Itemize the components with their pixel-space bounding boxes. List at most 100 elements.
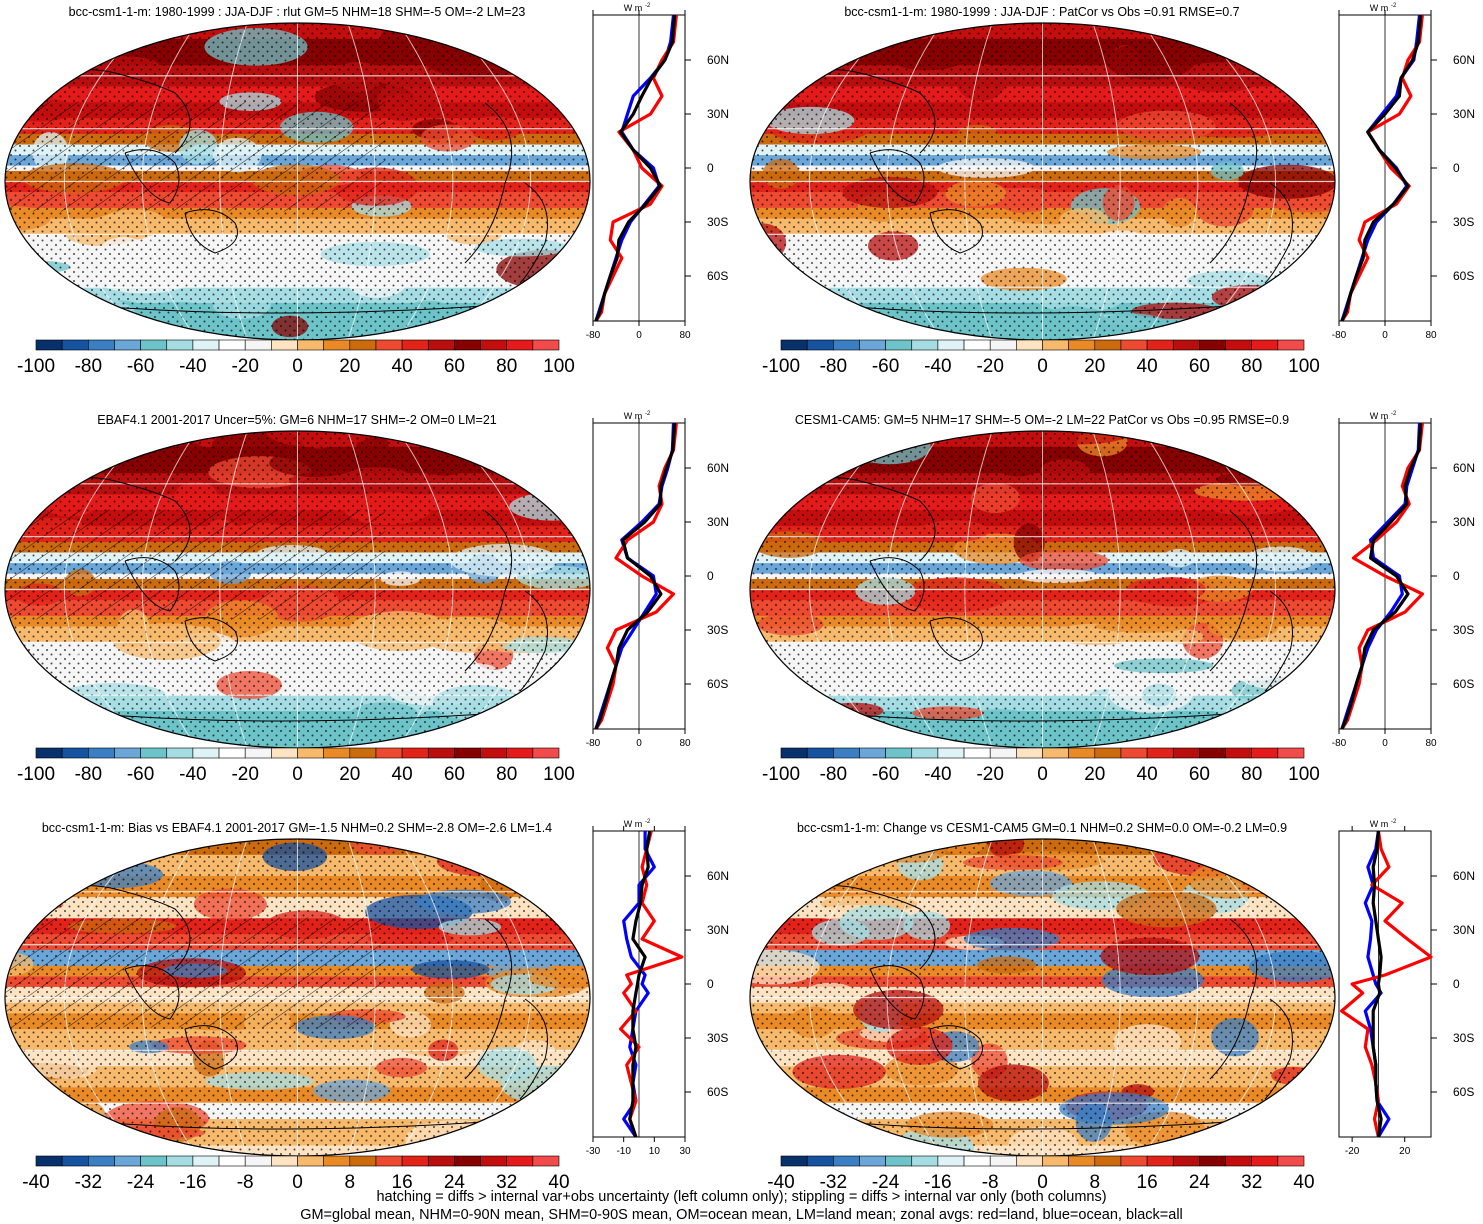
colorbar-cell	[375, 339, 403, 351]
colorbar-label: 0	[292, 356, 303, 377]
coastline	[464, 102, 513, 264]
colorbar-cell	[989, 339, 1017, 351]
y-tick-label: 30S	[707, 215, 728, 229]
field-blob	[1227, 23, 1290, 56]
field-blob	[532, 471, 590, 488]
colorbar-cell	[297, 747, 324, 759]
x-tick-label: -80	[586, 330, 601, 341]
colorbar-cell	[1042, 339, 1069, 351]
y-tick-label: 60N	[1453, 461, 1475, 475]
colorbar-cell	[1277, 747, 1305, 759]
x-tick-label: -20	[1345, 1146, 1360, 1157]
colorbar-cell	[1172, 1155, 1200, 1167]
colorbar-label: 16	[1137, 1172, 1158, 1193]
x-tick-label: 80	[679, 330, 691, 341]
y-tick-label: 0	[1453, 977, 1460, 991]
colorbar: -100 -80 -60 -40 -20 0 20 40 60 80 100	[17, 339, 575, 377]
colorbar-cell	[1016, 747, 1043, 759]
y-tick-label: 0	[707, 569, 714, 583]
map	[750, 431, 1335, 748]
zonal-mean-plot: W m -2 60N 30N 0 30S 60S -80 0 80	[1332, 411, 1475, 749]
colorbar-cell	[859, 1155, 886, 1167]
field-blob	[27, 295, 113, 333]
colorbar-cell	[832, 339, 860, 351]
colorbar-cell	[427, 1155, 455, 1167]
coastline	[869, 149, 925, 204]
colorbar-cell	[780, 1155, 808, 1167]
coastline	[1209, 918, 1258, 1080]
zonal-all-line	[1371, 830, 1383, 1138]
colorbar-cell	[1277, 339, 1305, 351]
colorbar-label: -20	[231, 764, 258, 785]
unit-label: W m	[1370, 411, 1389, 421]
field-blob	[5, 685, 67, 700]
colorbar-label: -32	[820, 1172, 847, 1193]
y-tick-label: 60N	[707, 461, 729, 475]
panel-title: CESM1-CAM5: GM=5 NHM=17 SHM=-5 OM=-2 LM=…	[795, 413, 1289, 427]
colorbar-cell	[297, 339, 324, 351]
field-blob	[5, 298, 29, 332]
colorbar-cell	[323, 339, 351, 351]
coastline	[929, 617, 983, 662]
coastline	[869, 557, 925, 612]
coastline	[929, 209, 983, 254]
x-tick-label: 10	[649, 1146, 661, 1157]
colorbar-cell	[532, 747, 560, 759]
colorbar-cell	[140, 1155, 168, 1167]
colorbar-label: -100	[17, 764, 55, 785]
colorbar-cell	[1225, 747, 1253, 759]
colorbar-label: -16	[179, 1172, 206, 1193]
colorbar-cell	[1146, 1155, 1174, 1167]
y-tick-label: 60S	[707, 677, 728, 691]
y-tick-label: 30N	[707, 107, 729, 121]
colorbar-label: 100	[543, 764, 575, 785]
colorbar-cell	[911, 339, 939, 351]
colorbar-cell	[140, 339, 168, 351]
x-tick-label: -10	[616, 1146, 631, 1157]
colorbar-cell	[1016, 339, 1043, 351]
y-tick-label: 0	[1453, 569, 1460, 583]
colorbar-label: -40	[179, 356, 206, 377]
panel-1: bcc-csm1-1-m: 1980-1999 : JJA-DJF : rlut…	[4, 3, 729, 377]
colorbar-label: 32	[496, 1172, 517, 1193]
colorbar-cell	[780, 747, 808, 759]
colorbar-label: -80	[820, 356, 847, 377]
y-tick-label: 0	[1453, 161, 1460, 175]
field-blob	[495, 710, 586, 733]
y-tick-label: 60N	[707, 869, 729, 883]
unit-exponent: -2	[645, 819, 651, 825]
x-tick-label: -80	[1332, 738, 1347, 749]
colorbar-cell	[885, 1155, 913, 1167]
colorbar-cell	[1199, 747, 1226, 759]
field-blob	[750, 695, 839, 736]
colorbar-label: -32	[75, 1172, 102, 1193]
colorbar-cell	[349, 747, 377, 759]
colorbar-cell	[244, 1155, 272, 1167]
colorbar-cell	[1146, 747, 1174, 759]
y-tick-label: 30N	[1453, 107, 1475, 121]
colorbar-cell	[375, 747, 403, 759]
colorbar-cell	[506, 339, 534, 351]
colorbar-label: 60	[1189, 764, 1210, 785]
colorbar-cell	[61, 747, 89, 759]
colorbar-label: 100	[1288, 764, 1320, 785]
coastline	[124, 149, 180, 204]
colorbar-label: -40	[767, 1172, 794, 1193]
colorbar-label: 16	[392, 1172, 413, 1193]
x-tick-label: 80	[679, 738, 691, 749]
colorbar-cell	[937, 747, 965, 759]
unit-exponent: -2	[645, 411, 651, 417]
colorbar-label: -20	[976, 356, 1003, 377]
coastline	[464, 918, 513, 1080]
panel-2: bcc-csm1-1-m: 1980-1999 : JJA-DJF : PatC…	[749, 3, 1475, 377]
panel-title: bcc-csm1-1-m: Change vs CESM1-CAM5 GM=0.…	[797, 821, 1287, 835]
y-tick-label: 60N	[707, 53, 729, 67]
x-tick-label: 80	[1425, 738, 1437, 749]
field-blob	[759, 447, 836, 479]
coastline	[184, 209, 238, 254]
colorbar-label: 20	[1084, 356, 1105, 377]
colorbar-cell	[480, 747, 507, 759]
colorbar-cell	[323, 1155, 351, 1167]
zonal-all-line	[594, 422, 677, 730]
hatching	[5, 101, 386, 212]
